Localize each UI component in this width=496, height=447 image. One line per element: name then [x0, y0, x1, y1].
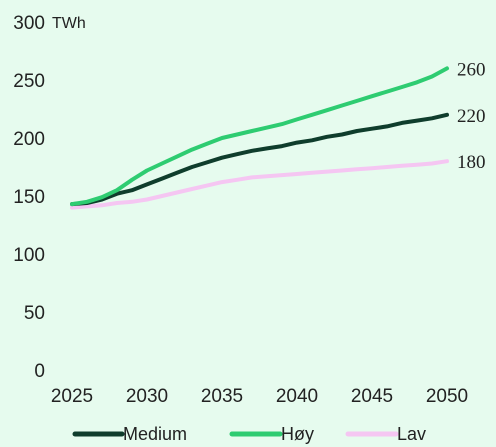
x-tick-label-2045: 2045	[351, 386, 393, 407]
x-tick-label-2030: 2030	[126, 386, 168, 407]
legend-label-lav: Lav	[397, 424, 426, 444]
y-tick-label-300: 300	[13, 13, 45, 34]
end-label-medium: 220	[457, 106, 486, 127]
legend-label-høy: Høy	[281, 424, 314, 444]
x-tick-label-2035: 2035	[201, 386, 243, 407]
x-tick-label-2040: 2040	[276, 386, 318, 407]
series-line-medium	[70, 112, 449, 207]
legend-label-medium: Medium	[123, 424, 187, 444]
y-tick-label-100: 100	[13, 245, 45, 266]
y-tick-label-200: 200	[13, 129, 45, 150]
end-label-lav: 180	[457, 152, 486, 173]
x-axis: 2025 2030 2035 2040 2045 2050	[51, 386, 468, 407]
y-tick-label-0: 0	[34, 361, 45, 382]
y-tick-label-50: 50	[24, 303, 45, 324]
end-labels: 220 260 180	[457, 59, 486, 173]
end-label-høy: 260	[457, 59, 486, 80]
y-axis: 0 50 100 150 200 250 300	[13, 13, 45, 382]
y-tick-label-150: 150	[13, 187, 45, 208]
y-unit-label: TWh	[52, 15, 86, 32]
series-line-lav	[70, 159, 449, 210]
series-line-høy	[70, 66, 449, 207]
y-tick-label-250: 250	[13, 71, 45, 92]
series-lines	[70, 66, 449, 210]
x-tick-label-2025: 2025	[51, 386, 93, 407]
legend: Medium Høy Lav	[72, 424, 426, 444]
x-tick-label-2050: 2050	[426, 386, 468, 407]
